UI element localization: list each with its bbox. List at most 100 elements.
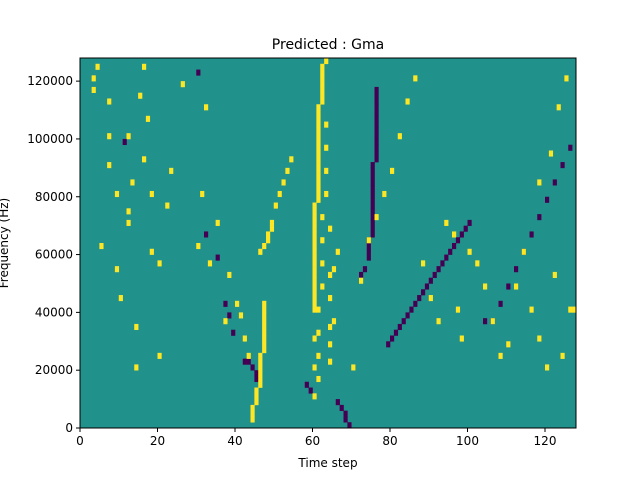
heatmap-cell-high <box>99 243 104 250</box>
heatmap-cell-low <box>374 86 379 93</box>
heatmap-cell-high <box>421 260 426 267</box>
heatmap-cell-low <box>370 167 375 174</box>
heatmap-cell-low <box>537 214 542 221</box>
heatmap-cell-high <box>320 92 325 99</box>
heatmap-cell-high <box>262 312 267 319</box>
heatmap-cell-low <box>374 98 379 105</box>
heatmap-cell-high <box>204 104 209 111</box>
heatmap-cell-low <box>374 138 379 146</box>
heatmap-cell-high <box>316 185 321 192</box>
heatmap-cell-high <box>312 254 317 261</box>
heatmap-cell-high <box>335 248 340 255</box>
heatmap-cell-high <box>312 243 317 250</box>
heatmap-cell-low <box>343 416 348 423</box>
y-tick-label: 20000 <box>35 363 73 377</box>
heatmap-cell-high <box>316 121 321 128</box>
heatmap-cell-low <box>370 202 375 209</box>
heatmap-cell-high <box>312 208 317 215</box>
x-tick-label: 0 <box>76 434 84 448</box>
heatmap-cell-low <box>386 341 391 348</box>
heatmap-cell-high <box>157 260 162 267</box>
heatmap-cell-high <box>269 225 275 232</box>
heatmap-cell-low <box>359 271 364 278</box>
heatmap-cell-high <box>258 248 263 255</box>
heatmap-cell-high <box>320 75 325 82</box>
heatmap-cell-high <box>316 173 321 180</box>
heatmap-cell-high <box>564 75 569 82</box>
heatmap-cell-high <box>397 133 402 140</box>
heatmap-cell-high <box>262 300 267 307</box>
heatmap-cell-high <box>258 358 263 365</box>
heatmap-cell-low <box>560 162 565 169</box>
heatmap-cell-low <box>370 179 375 186</box>
heatmap-cell-high <box>107 133 112 140</box>
heatmap-cell-high <box>405 98 410 105</box>
heatmap-cell-high <box>545 364 550 371</box>
heatmap-cell-high <box>382 190 387 198</box>
heatmap-cell-low <box>467 219 472 226</box>
y-tick-label: 80000 <box>35 190 73 204</box>
heatmap-cell-high <box>312 393 317 400</box>
heatmap-cell-low <box>568 144 573 151</box>
heatmap-cell-low <box>374 150 379 157</box>
heatmap-cell-high <box>312 306 317 313</box>
heatmap-cell-high <box>266 237 271 244</box>
heatmap-cell-low <box>552 179 557 186</box>
heatmap-cell-high <box>169 167 174 174</box>
heatmap-cell-high <box>235 300 240 307</box>
heatmap-cell-high <box>374 214 379 221</box>
heatmap-cell-high <box>316 138 321 146</box>
heatmap-cell-high <box>312 202 317 209</box>
heatmap-cell-high <box>254 387 259 394</box>
heatmap-cell-low <box>374 144 379 151</box>
heatmap-cell-low <box>370 162 375 169</box>
heatmap-cell-low <box>366 243 371 250</box>
heatmap-cell-high <box>316 375 321 383</box>
heatmap-cell-high <box>142 156 147 163</box>
heatmap-cell-high <box>273 202 278 209</box>
x-tick-label: 40 <box>227 434 242 448</box>
heatmap-cell-high <box>200 190 205 198</box>
heatmap-cell-high <box>142 63 147 70</box>
heatmap-cell-high <box>262 341 267 348</box>
heatmap-cell-high <box>207 260 213 267</box>
heatmap-cell-low <box>459 231 464 238</box>
heatmap-cell-high <box>277 190 282 198</box>
heatmap-cell-high <box>328 341 333 348</box>
heatmap-cell-low <box>444 254 449 261</box>
heatmap-cell-high <box>250 416 255 423</box>
heatmap-cell-high <box>320 69 325 76</box>
heatmap-cell-low <box>506 283 511 290</box>
heatmap-cell-high <box>521 248 526 255</box>
heatmap-cell-low <box>227 312 232 319</box>
heatmap-cell-high <box>483 283 488 290</box>
heatmap-cell-high <box>258 370 263 377</box>
heatmap-cell-high <box>316 133 321 140</box>
heatmap-cell-high <box>328 323 333 331</box>
heatmap-cell-low <box>122 138 127 146</box>
heatmap-cell-high <box>316 104 321 111</box>
heatmap-cell-high <box>413 75 418 82</box>
heatmap-cell-high <box>215 219 220 226</box>
heatmap-cell-high <box>328 358 333 365</box>
heatmap-cell-high <box>316 150 321 157</box>
heatmap-cell-high <box>390 167 395 174</box>
heatmap-cell-high <box>506 341 511 348</box>
heatmap-cell-high <box>320 214 325 221</box>
heatmap-cell-low <box>215 254 220 261</box>
y-tick-label: 120000 <box>27 74 73 88</box>
heatmap-cell-high <box>126 208 131 215</box>
heatmap-cell-low <box>436 266 441 273</box>
heatmap-cell-high <box>262 243 267 250</box>
heatmap-cell-high <box>312 237 317 244</box>
heatmap-cell-high <box>180 81 185 88</box>
heatmap-cell-high <box>312 266 317 273</box>
heatmap-cell-high <box>316 127 321 134</box>
heatmap-cell-low <box>401 318 406 325</box>
heatmap-cell-high <box>320 98 325 105</box>
heatmap-cell-high <box>242 335 247 342</box>
heatmap-cell-high <box>145 115 151 122</box>
heatmap-cell-high <box>514 283 519 290</box>
x-tick-label: 120 <box>534 434 557 448</box>
